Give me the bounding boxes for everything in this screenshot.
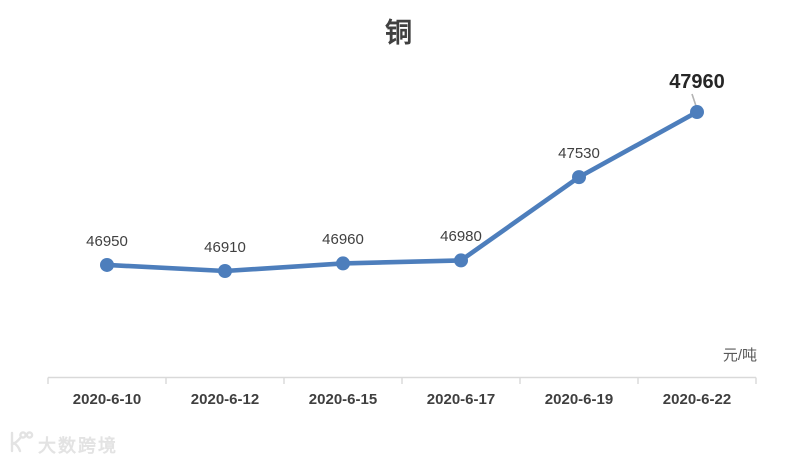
x-axis-label: 2020-6-19 [544,391,614,408]
data-point-marker [690,105,704,120]
price-line [104,109,700,274]
watermark-text: 大数跨境 [38,435,118,456]
x-axis-label: 2020-6-12 [190,391,260,408]
data-point-marker [218,264,232,278]
data-label: 46910 [204,239,246,256]
x-axis-label: 2020-6-22 [662,391,732,408]
watermark: 大数跨境 [8,430,118,459]
data-label: 46980 [440,228,482,246]
data-label: 46950 [86,232,128,250]
data-point-marker [572,170,586,185]
x-axis-label: 2020-6-17 [426,391,496,408]
data-label: 47530 [558,145,600,163]
data-label: 46960 [322,231,364,249]
data-label: 47960 [669,71,725,94]
data-point-marker [336,256,350,271]
leader-line [691,93,697,107]
data-point-marker [454,253,468,268]
unit-label: 元/吨 [722,347,757,364]
x-axis-label: 2020-6-10 [72,391,142,408]
chart-title: 铜 [385,18,412,48]
x-axis-label: 2020-6-15 [308,391,378,408]
dashu-logo-icon [8,430,34,459]
data-point-marker [100,257,114,272]
